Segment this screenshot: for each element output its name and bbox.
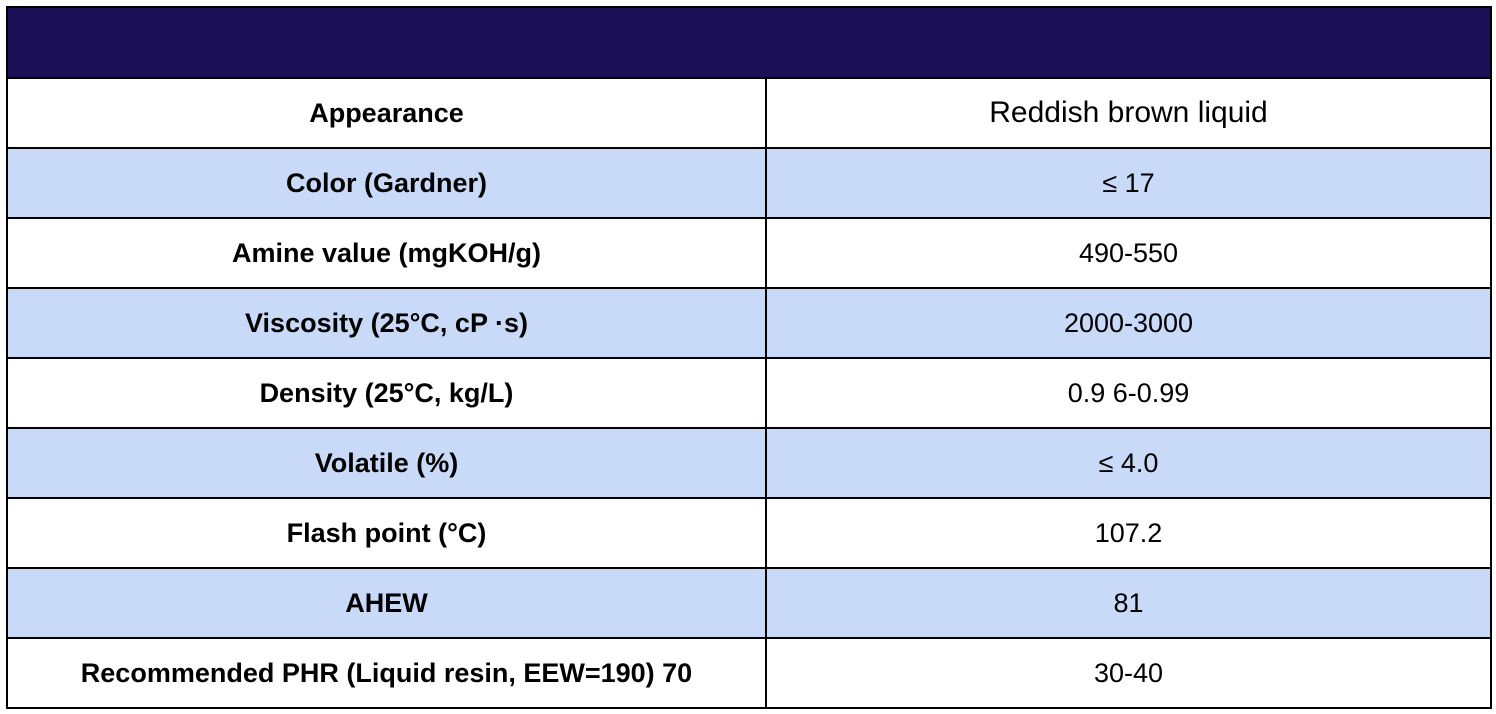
property-cell: Viscosity (25°C, cP ·s) [6, 287, 767, 359]
table-row: Appearance Reddish brown liquid [6, 77, 1492, 149]
value-cell: 107.2 [765, 497, 1492, 569]
table-header-bar [6, 6, 1492, 79]
table-row: Volatile (%) ≤ 4.0 [6, 427, 1492, 499]
property-cell: Appearance [6, 77, 767, 149]
property-cell: Flash point (°C) [6, 497, 767, 569]
property-cell: Amine value (mgKOH/g) [6, 217, 767, 289]
property-cell: Density (25°C, kg/L) [6, 357, 767, 429]
value-cell: ≤ 17 [765, 147, 1492, 219]
value-cell: 0.9 6-0.99 [765, 357, 1492, 429]
property-cell: Color (Gardner) [6, 147, 767, 219]
property-cell: Recommended PHR (Liquid resin, EEW=190) … [6, 637, 767, 709]
spec-table: Appearance Reddish brown liquid Color (G… [6, 6, 1492, 709]
table-row: AHEW 81 [6, 567, 1492, 639]
table-row: Viscosity (25°C, cP ·s) 2000-3000 [6, 287, 1492, 359]
table-row: Density (25°C, kg/L) 0.9 6-0.99 [6, 357, 1492, 429]
value-cell: 30-40 [765, 637, 1492, 709]
value-cell: 2000-3000 [765, 287, 1492, 359]
value-cell: ≤ 4.0 [765, 427, 1492, 499]
value-cell: Reddish brown liquid [765, 77, 1492, 149]
table-header-row [6, 6, 1492, 79]
property-cell: Volatile (%) [6, 427, 767, 499]
table-row: Flash point (°C) 107.2 [6, 497, 1492, 569]
value-cell: 81 [765, 567, 1492, 639]
spec-table-container: Appearance Reddish brown liquid Color (G… [6, 6, 1492, 709]
table-row: Color (Gardner) ≤ 17 [6, 147, 1492, 219]
value-cell: 490-550 [765, 217, 1492, 289]
table-row: Recommended PHR (Liquid resin, EEW=190) … [6, 637, 1492, 709]
property-cell: AHEW [6, 567, 767, 639]
table-row: Amine value (mgKOH/g) 490-550 [6, 217, 1492, 289]
